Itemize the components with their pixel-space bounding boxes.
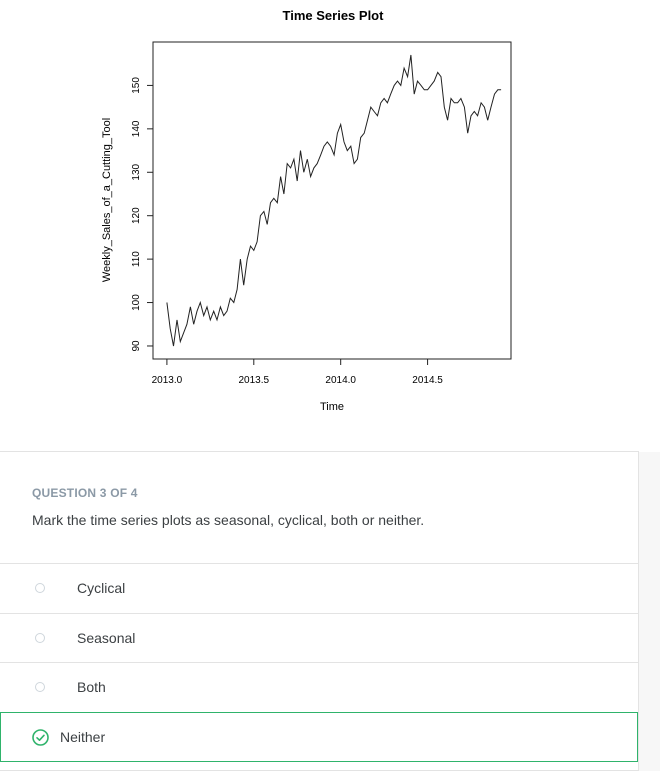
time-series-plot: Time Series Plot 2013.0 2013.5 2014.0 2014.… bbox=[101, 8, 512, 413]
radio-circle-icon[interactable] bbox=[35, 682, 45, 692]
option-both[interactable]: Both bbox=[0, 663, 638, 713]
series-line bbox=[166, 54, 502, 347]
y-tick-label: 100 bbox=[131, 294, 142, 311]
option-label: Neither bbox=[60, 728, 106, 745]
option-cyclical[interactable]: Cyclical bbox=[0, 564, 638, 614]
y-tick-label: 110 bbox=[131, 251, 142, 267]
y-axis: 90 100 110 120 130 140 150 bbox=[131, 77, 153, 352]
radio-circle-icon[interactable] bbox=[35, 583, 45, 593]
option-label: Both bbox=[77, 679, 106, 695]
x-axis: 2013.0 2013.5 2014.0 2014.5 bbox=[152, 359, 443, 386]
check-circle-icon[interactable] bbox=[32, 728, 49, 746]
chart-canvas: Time Series Plot 2013.0 2013.5 2014.0 2014.… bbox=[101, 8, 512, 413]
x-tick-label: 2013.0 bbox=[152, 375, 183, 386]
option-seasonal[interactable]: Seasonal bbox=[0, 614, 638, 663]
option-neither[interactable]: Neither bbox=[0, 711, 638, 762]
x-tick-label: 2014.0 bbox=[325, 375, 356, 386]
question-text: Mark the time series plots as seasonal, … bbox=[32, 512, 425, 528]
option-label: Cyclical bbox=[77, 580, 126, 596]
plot-frame bbox=[152, 41, 512, 360]
y-tick-label: 130 bbox=[131, 163, 142, 180]
y-tick-label: 150 bbox=[131, 77, 142, 94]
option-label: Seasonal bbox=[77, 629, 136, 646]
x-tick-label: 2013.5 bbox=[238, 375, 269, 386]
y-tick-label: 140 bbox=[131, 120, 142, 137]
quiz-header: QUESTION 3 OF 4 Mark the time series plo… bbox=[0, 452, 638, 564]
quiz-card: QUESTION 3 OF 4 Mark the time series plo… bbox=[0, 451, 639, 771]
question-progress: QUESTION 3 OF 4 bbox=[32, 486, 138, 500]
chart-title: Time Series Plot bbox=[283, 8, 385, 23]
x-axis-label: Time bbox=[320, 401, 344, 413]
y-tick-label: 90 bbox=[131, 340, 142, 352]
y-tick-label: 120 bbox=[131, 207, 142, 224]
radio-circle-icon[interactable] bbox=[35, 632, 45, 643]
y-axis-label: Weekly_Sales_of_a_Cutting_Tool bbox=[101, 118, 113, 282]
x-tick-label: 2014.5 bbox=[412, 375, 443, 386]
